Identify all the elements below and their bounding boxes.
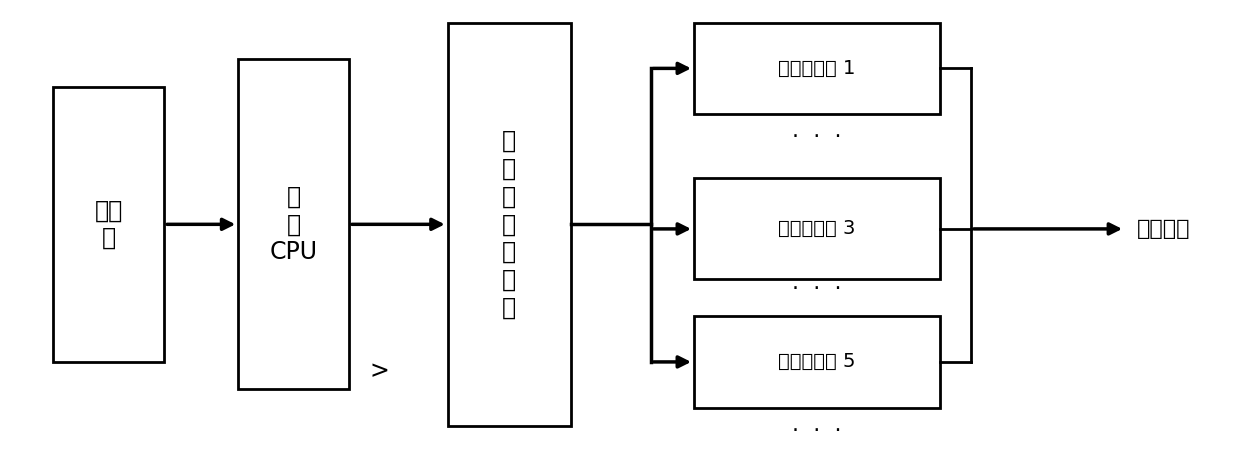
Bar [694, 178, 940, 279]
Text: 信
号
源
选
择
电
路: 信 号 源 选 择 电 路 [502, 129, 516, 320]
Text: 信号源存储 3: 信号源存储 3 [779, 219, 856, 239]
Text: ·  ·  ·: · · · [792, 127, 842, 147]
Bar [694, 316, 940, 408]
Text: 信号源存储 1: 信号源存储 1 [779, 59, 856, 78]
Text: >: > [370, 359, 389, 383]
Text: 脉冲输出: 脉冲输出 [1137, 219, 1190, 239]
Bar [53, 87, 164, 362]
Text: ·  ·  ·: · · · [792, 421, 842, 441]
Text: 控
制
CPU: 控 制 CPU [269, 184, 317, 264]
Bar [448, 22, 570, 426]
Bar [238, 59, 348, 389]
Text: 上位
机: 上位 机 [94, 198, 123, 250]
Bar [694, 22, 940, 114]
Text: 信号源存储 5: 信号源存储 5 [779, 353, 856, 371]
Text: ·  ·  ·: · · · [792, 278, 842, 298]
